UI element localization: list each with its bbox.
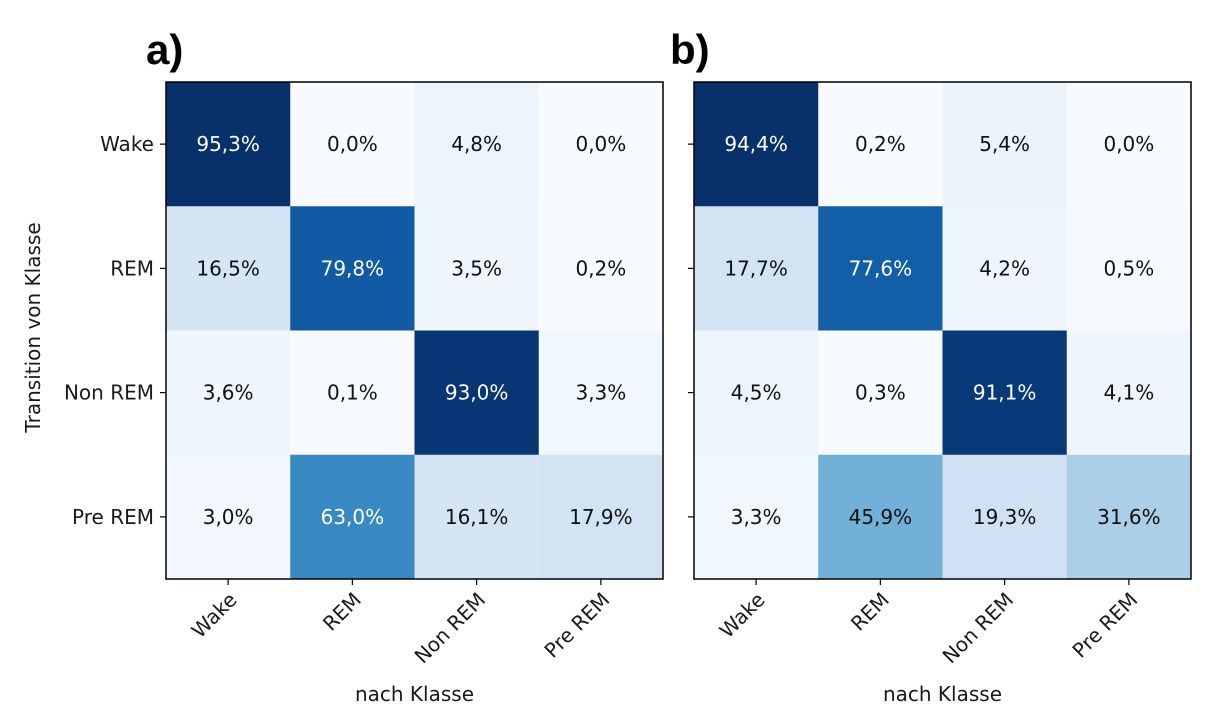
heatmap-cell — [414, 82, 540, 207]
cell-value-label: 79,8% — [321, 256, 385, 280]
cell-value-label: 94,4% — [724, 132, 788, 156]
heatmap-cell — [166, 82, 291, 207]
heatmap-cell — [818, 206, 943, 331]
heatmap-cell — [1066, 330, 1192, 456]
heatmap-cell — [414, 454, 540, 580]
cell-value-label: 16,1% — [445, 505, 509, 529]
cell-value-label: 17,9% — [569, 505, 633, 529]
plot-frame — [165, 81, 664, 580]
cell-value-label: 0,5% — [1103, 256, 1154, 280]
cell-value-label: 0,2% — [855, 132, 906, 156]
cell-value-label: 0,3% — [855, 381, 906, 405]
cell-value-label: 0,0% — [575, 132, 626, 156]
heatmap-cell — [694, 82, 819, 207]
cell-value-label: 3,3% — [575, 381, 626, 405]
heatmap-cell — [166, 330, 291, 456]
x-axis-title: nach Klasse — [355, 682, 474, 706]
heatmap-cell — [538, 330, 664, 456]
heatmap-cell — [166, 454, 291, 580]
x-tick-label: REM — [318, 588, 366, 636]
x-tick-label: Non REM — [938, 588, 1019, 669]
cell-value-label: 31,6% — [1097, 505, 1161, 529]
cell-value-label: 93,0% — [445, 381, 509, 405]
cell-value-label: 4,2% — [979, 256, 1030, 280]
heatmap-cell — [694, 206, 819, 331]
heatmap-cell — [414, 330, 540, 456]
heatmap-cell — [818, 82, 943, 207]
cell-value-label: 3,0% — [203, 505, 254, 529]
panel-label: b) — [670, 26, 710, 73]
cell-value-label: 45,9% — [849, 505, 913, 529]
heatmap-cell — [942, 82, 1068, 207]
cell-value-label: 5,4% — [979, 132, 1030, 156]
plot-frame — [693, 81, 1192, 580]
y-tick-label: Pre REM — [72, 505, 154, 529]
cell-value-label: 0,1% — [327, 381, 378, 405]
cell-value-label: 4,8% — [451, 132, 502, 156]
heatmap-cell — [818, 454, 943, 580]
cell-value-label: 3,3% — [731, 505, 782, 529]
heatmap-cell — [538, 454, 664, 580]
cell-value-label: 95,3% — [196, 132, 260, 156]
x-tick-label: REM — [846, 588, 894, 636]
cell-value-label: 4,5% — [731, 381, 782, 405]
heatmap-cell — [290, 82, 415, 207]
heatmap-cell — [694, 454, 819, 580]
x-tick-label: Wake — [187, 588, 242, 643]
cell-value-label: 3,5% — [451, 256, 502, 280]
cell-value-label: 16,5% — [196, 256, 260, 280]
panel-label: a) — [146, 26, 183, 73]
heatmap-cell — [538, 206, 664, 331]
heatmap-cell — [942, 206, 1068, 331]
cell-value-label: 3,6% — [203, 381, 254, 405]
heatmap-cell — [1066, 206, 1192, 331]
x-axis-title: nach Klasse — [883, 682, 1002, 706]
cell-value-label: 4,1% — [1103, 381, 1154, 405]
heatmap-cell — [290, 206, 415, 331]
x-tick-label: Wake — [715, 588, 770, 643]
y-tick-label: REM — [110, 256, 154, 280]
heatmap-cell — [1066, 454, 1192, 580]
y-tick-label: Wake — [100, 132, 154, 156]
cell-value-label: 17,7% — [724, 256, 788, 280]
heatmap-cell — [942, 454, 1068, 580]
y-tick-label: Non REM — [64, 381, 154, 405]
cell-value-label: 0,0% — [327, 132, 378, 156]
heatmap-cell — [818, 330, 943, 456]
heatmap-cell — [538, 82, 664, 207]
cell-value-label: 63,0% — [321, 505, 385, 529]
heatmap-cell — [942, 330, 1068, 456]
cell-value-label: 0,0% — [1103, 132, 1154, 156]
heatmap-cell — [414, 206, 540, 331]
heatmap-cell — [1066, 82, 1192, 207]
y-axis-title: Transition von Klasse — [21, 222, 45, 433]
heatmap-cell — [290, 330, 415, 456]
x-tick-label: Pre REM — [1067, 588, 1142, 663]
cell-value-label: 77,6% — [849, 256, 913, 280]
cell-value-label: 19,3% — [973, 505, 1037, 529]
cell-value-label: 91,1% — [973, 381, 1037, 405]
heatmap-cell — [694, 330, 819, 456]
x-tick-label: Non REM — [410, 588, 491, 669]
heatmap-cell — [290, 454, 415, 580]
cell-value-label: 0,2% — [575, 256, 626, 280]
x-tick-label: Pre REM — [539, 588, 614, 663]
heatmap-cell — [166, 206, 291, 331]
